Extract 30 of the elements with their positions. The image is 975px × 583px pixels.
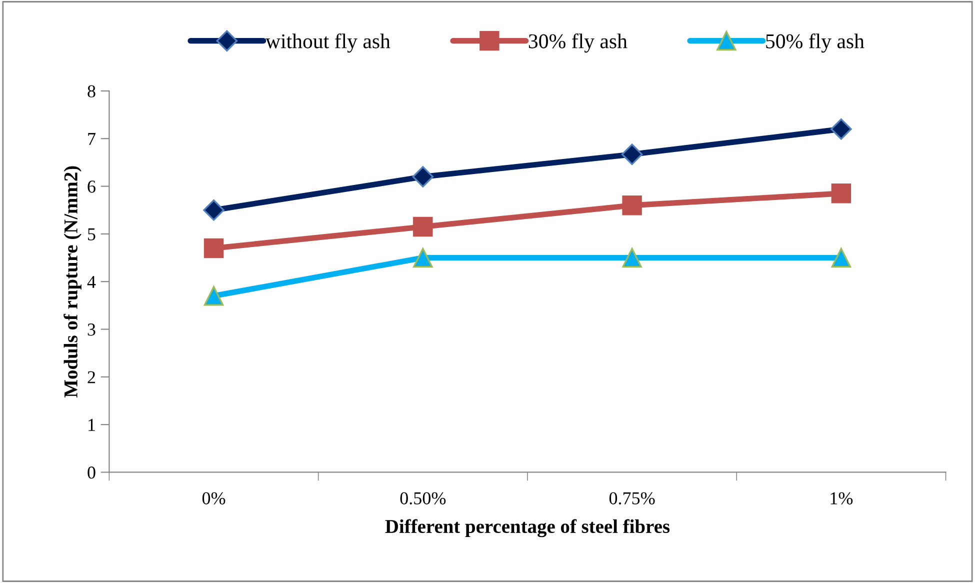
legend-label: 30% fly ash xyxy=(528,33,628,53)
x-tick-label: 0.75% xyxy=(609,492,655,504)
point xyxy=(413,248,433,268)
y-tick-label: 1 xyxy=(88,418,95,431)
point xyxy=(413,216,433,237)
x-tick-label: 0% xyxy=(202,492,226,504)
y-tick-label: 5 xyxy=(88,228,96,240)
y-tick-label: 2 xyxy=(88,371,96,384)
x-tick-label: 1% xyxy=(830,492,853,504)
point xyxy=(831,248,852,268)
point xyxy=(204,286,224,306)
point xyxy=(412,166,434,188)
y-axis-title: Moduls of rupture (N/mm2) xyxy=(64,166,82,398)
legend-label: 50% fly ash xyxy=(766,33,864,53)
y-tick-label: 6 xyxy=(88,180,96,193)
y-tick-label: 0 xyxy=(88,466,96,479)
y-tick-label: 4 xyxy=(87,276,96,288)
point xyxy=(622,248,642,268)
y-tick-label: 7 xyxy=(88,133,96,145)
point xyxy=(831,184,852,204)
y-tick-label: 3 xyxy=(88,324,96,336)
point xyxy=(204,238,224,258)
legend-label: without fly ash xyxy=(265,33,390,53)
x-axis-title: Different percentage of steel fibres xyxy=(385,519,670,538)
point xyxy=(830,118,852,140)
point xyxy=(203,199,224,221)
x-tick-label: 0.50% xyxy=(400,492,446,504)
y-tick-label: 8 xyxy=(88,85,96,98)
point xyxy=(622,195,642,216)
point xyxy=(621,144,643,165)
